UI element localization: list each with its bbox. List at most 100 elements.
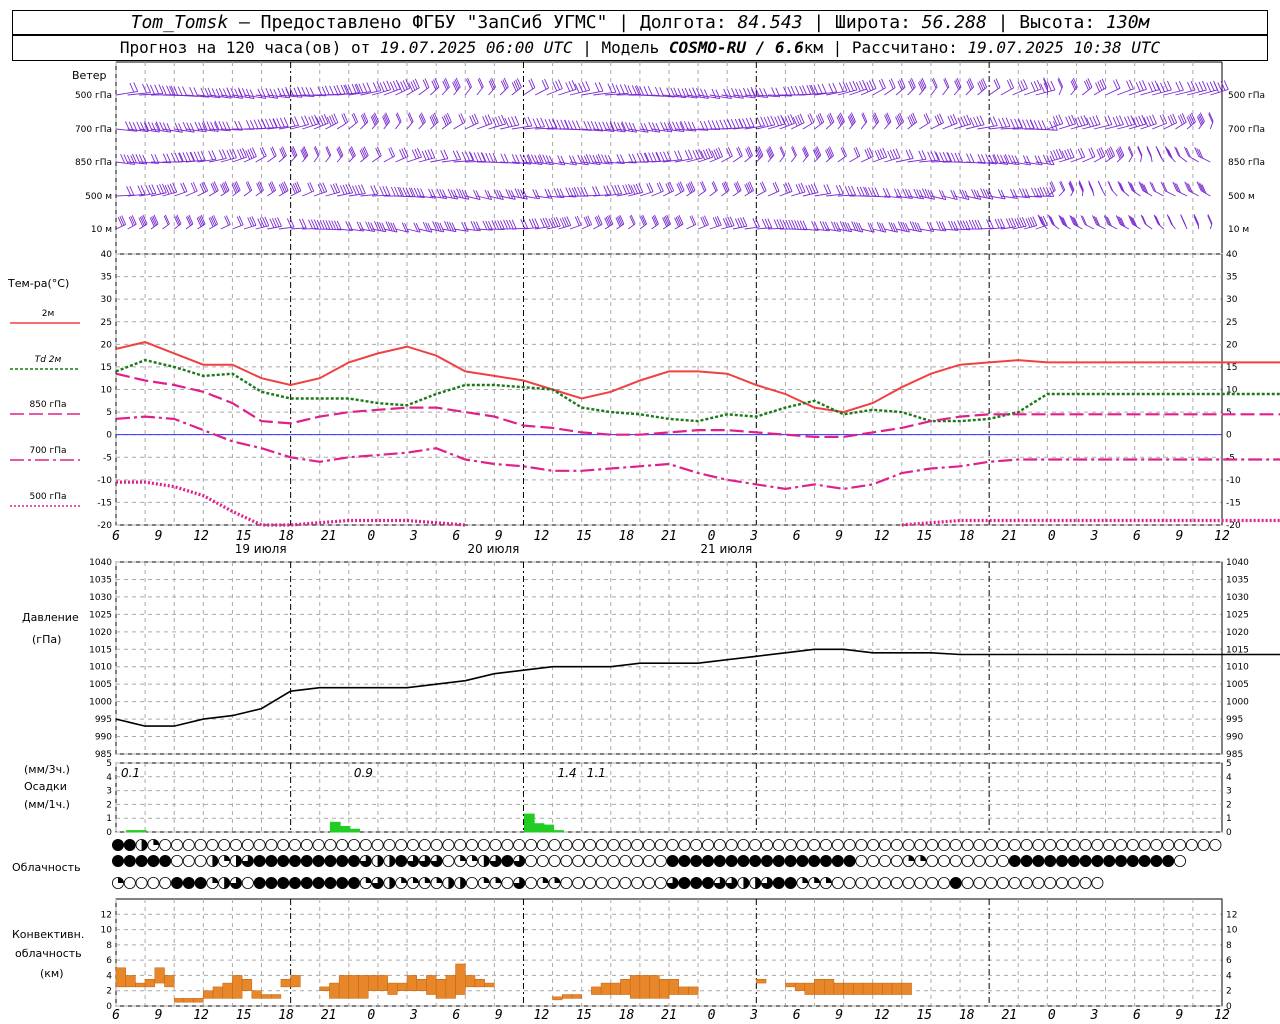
wind-barb — [767, 227, 784, 230]
wind-barb-feather — [866, 81, 872, 91]
cloud-circle — [831, 839, 844, 852]
cloud-fill — [542, 877, 549, 883]
wind-barb-feather — [221, 183, 227, 193]
cloud-circle — [442, 839, 455, 852]
wind-barb — [860, 88, 877, 96]
wind-barb-feather — [913, 188, 919, 199]
wind-barb-feather — [930, 190, 936, 200]
wind-barb-feather — [478, 77, 484, 88]
wind-barb — [511, 195, 528, 200]
cloud-fill — [472, 855, 478, 861]
conv-xtick: 18 — [278, 1008, 294, 1023]
wind-barb-feather — [715, 120, 721, 130]
wind-barb-feather — [362, 147, 368, 157]
wind-barb-feather — [441, 116, 447, 126]
wind-barb-feather — [453, 189, 459, 200]
wind-barb-feather — [427, 149, 433, 159]
wind-barb-feather — [1118, 147, 1124, 157]
wind-barb — [802, 192, 819, 197]
wind-barb-feather — [1085, 79, 1091, 89]
cloud-circle — [890, 877, 903, 890]
wind-barb — [523, 226, 539, 230]
conv-bar — [367, 975, 379, 991]
conv-xtick: 15 — [916, 1008, 932, 1023]
wind-barb-feather — [944, 77, 950, 88]
wind-barb-feather — [601, 154, 606, 164]
wind-barb-feather — [993, 153, 999, 164]
wind-barb-feather — [1050, 150, 1056, 161]
wind-barb-feather — [515, 79, 521, 89]
cloud-circle — [347, 839, 360, 852]
wind-barb-feather — [597, 153, 603, 164]
wind-barb-feather — [1199, 112, 1205, 122]
cloud-fill — [124, 855, 136, 867]
wind-barb-feather — [439, 222, 445, 233]
wind-barb-feather — [864, 149, 870, 159]
wind-barb-feather — [914, 222, 920, 232]
wind-barb-feather — [212, 182, 217, 192]
temp-xtick: 12 — [193, 529, 209, 544]
conv-bar — [571, 994, 582, 999]
conv-bar — [241, 979, 253, 991]
wind-barb — [1023, 225, 1037, 230]
cloud-circle — [761, 839, 774, 852]
wind-barb — [616, 192, 633, 197]
wind-barb-feather — [249, 148, 255, 158]
wind-barb-feather — [866, 148, 872, 158]
wind-barb-feather — [642, 214, 648, 225]
cloud-fill — [749, 855, 761, 867]
wind-barb-feather — [245, 150, 251, 160]
wind-barb-feather — [322, 182, 328, 192]
wind-barb-feather — [1214, 83, 1220, 93]
wind-barb — [1012, 195, 1030, 199]
wind-barb-feather — [280, 183, 286, 193]
conv-bar — [115, 967, 126, 988]
wind-barb — [453, 228, 469, 232]
wind-barb-feather — [488, 152, 494, 163]
wind-barb-feather — [1069, 180, 1075, 190]
wind-barb-feather — [954, 152, 960, 163]
cloud-circle — [1150, 839, 1163, 852]
wind-barb-feather — [635, 183, 641, 194]
wind-barb-feather — [148, 184, 154, 195]
cloud-circle — [985, 839, 998, 852]
cloud-circle — [560, 877, 573, 890]
wind-barb-feather — [403, 147, 409, 157]
wind-barb-feather — [640, 122, 646, 132]
wind-barb-feather — [574, 83, 580, 93]
cloud-fill — [1044, 855, 1056, 867]
wind-barb — [767, 123, 785, 130]
wind-barb — [139, 161, 159, 164]
wind-barb-feather — [236, 216, 242, 226]
wind-barb-feather — [1119, 146, 1125, 156]
wind-barb-feather — [767, 218, 773, 228]
wind-barb-feather — [354, 84, 360, 94]
latitude-value: 56.288 — [921, 12, 987, 33]
wind-barb-feather — [278, 184, 284, 194]
wind-barb-feather — [372, 82, 378, 92]
cloud-circle — [525, 855, 538, 868]
cloud-circle — [890, 855, 903, 868]
wind-barb-feather — [667, 182, 673, 192]
wind-barb-feather — [491, 117, 497, 127]
wind-barb-feather — [166, 153, 172, 163]
cloud-title: Облачность — [12, 861, 81, 874]
wind-barb-feather — [342, 184, 348, 195]
wind-barb-feather — [695, 149, 701, 159]
wind-barb-feather — [1137, 147, 1143, 157]
conv-xtick: 0 — [708, 1008, 716, 1023]
wind-barb-feather — [1061, 150, 1067, 161]
wind-barb-feather — [738, 118, 744, 129]
wind-barb-feather — [379, 222, 384, 232]
cloud-fill — [136, 855, 148, 867]
wind-barb-feather — [684, 150, 690, 160]
wind-barb — [1117, 123, 1135, 130]
wind-level-label-right: 10 м — [1228, 225, 1249, 235]
cloud-circle — [607, 877, 620, 890]
wind-barb-feather — [150, 84, 155, 95]
wind-barb-feather — [664, 215, 670, 226]
wind-barb — [907, 195, 924, 200]
wind-barb-feather — [750, 86, 756, 97]
precip-unit-top: (мм/3ч.) — [24, 763, 70, 776]
wind-barb-feather — [280, 147, 286, 157]
